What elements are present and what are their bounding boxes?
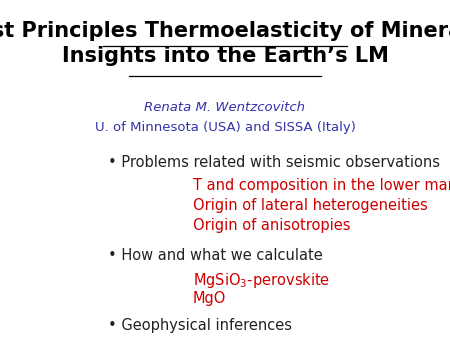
Text: First Principles Thermoelasticity of Minerals:
Insights into the Earth’s LM: First Principles Thermoelasticity of Min… — [0, 21, 450, 66]
Text: MgSiO$_3$-perovskite: MgSiO$_3$-perovskite — [193, 271, 330, 290]
Text: • How and what we calculate: • How and what we calculate — [108, 248, 323, 263]
Text: U. of Minnesota (USA) and SISSA (Italy): U. of Minnesota (USA) and SISSA (Italy) — [94, 121, 356, 134]
Text: T and composition in the lower mantle: T and composition in the lower mantle — [193, 178, 450, 193]
Text: • Problems related with seismic observations: • Problems related with seismic observat… — [108, 155, 440, 170]
Text: Origin of anisotropies: Origin of anisotropies — [193, 218, 351, 233]
Text: • Geophysical inferences: • Geophysical inferences — [108, 318, 292, 333]
Text: MgO: MgO — [193, 291, 226, 306]
Text: Renata M. Wentzcovitch: Renata M. Wentzcovitch — [144, 101, 306, 114]
Text: Origin of lateral heterogeneities: Origin of lateral heterogeneities — [193, 198, 428, 213]
